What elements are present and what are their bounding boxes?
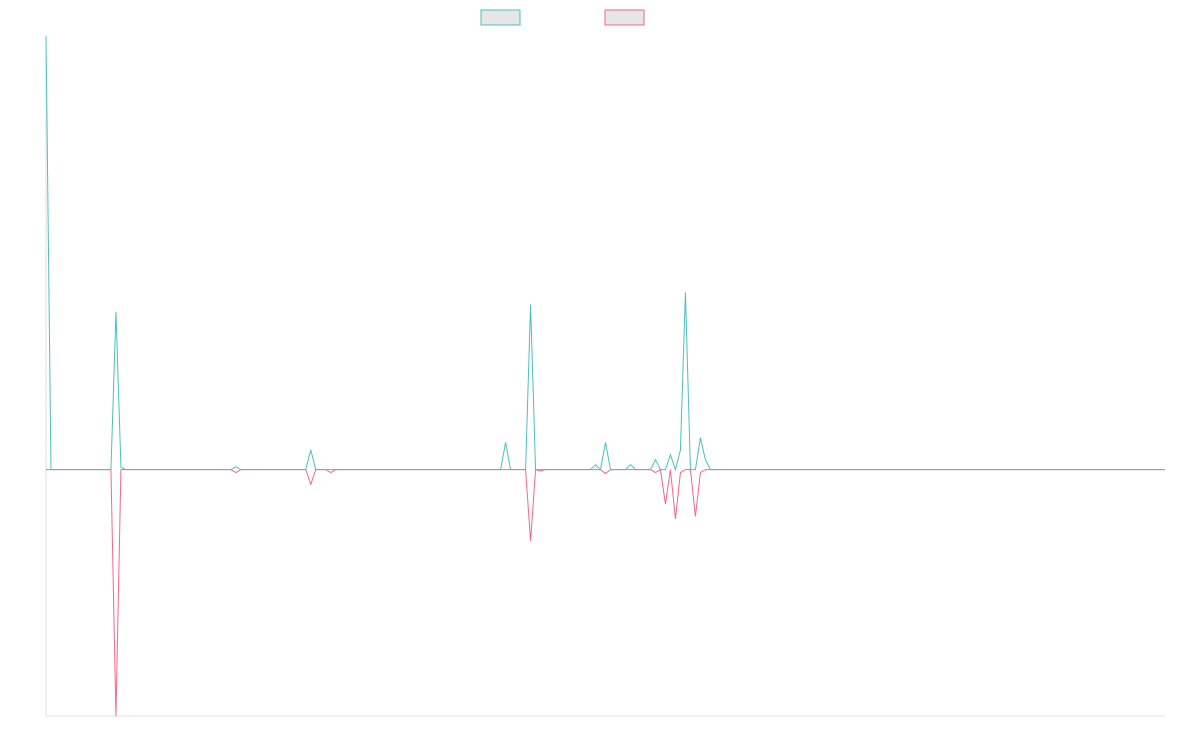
legend-swatch-series-1[interactable] [480, 9, 521, 26]
plot-area [45, 35, 1165, 717]
series-line-1 [45, 35, 1165, 472]
series-line-2 [46, 468, 1165, 717]
legend-swatch-series-2[interactable] [604, 9, 645, 26]
legend [480, 9, 645, 26]
